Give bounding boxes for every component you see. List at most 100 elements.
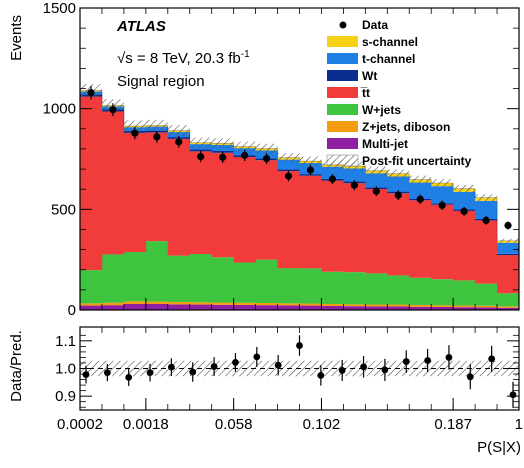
bar-t-channel-12 [343, 168, 366, 182]
bar-w-jets-11 [321, 271, 344, 304]
ratio-point-16 [424, 357, 431, 364]
bar-multi-jet-12 [343, 306, 366, 310]
x-tick-label-5: 1 [515, 416, 523, 433]
bar-w-jets-19 [497, 293, 520, 307]
legend-swatch-wt [327, 70, 358, 81]
uncertainty-bin-19 [497, 238, 519, 243]
bar-multi-jet-10 [299, 305, 322, 310]
bar-multi-jet-7 [233, 304, 256, 310]
bar-z-jets-diboson-19 [497, 306, 520, 308]
ratio-point-10 [296, 342, 303, 349]
bar-multi-jet-17 [453, 307, 476, 310]
bar-t-channel-13 [365, 173, 388, 188]
bar-z-jets-diboson-4 [167, 301, 191, 305]
legend-swatch-s-channel [327, 36, 358, 47]
bar-z-jets-diboson-14 [387, 304, 410, 307]
data-points [87, 85, 512, 230]
bar-multi-jet-11 [321, 305, 344, 310]
bar-w-jets-10 [299, 268, 322, 304]
uncertainty-bin-6 [211, 138, 234, 149]
bar-multi-jet-14 [387, 306, 410, 310]
bar-t-channel-16 [431, 186, 454, 204]
ratio-point-9 [274, 361, 282, 369]
bar-z-jets-diboson-11 [321, 303, 344, 306]
bar-w-jets-3 [145, 241, 169, 302]
bar-z-jets-diboson-12 [343, 304, 366, 307]
ratio-point-0 [82, 371, 90, 378]
ratio-y-tick-label-1: 1.0 [55, 361, 76, 378]
bar-t-channel-19 [497, 242, 520, 254]
bar-multi-jet-0 [80, 305, 103, 310]
legend-label-s-channel: s-channel [362, 35, 418, 49]
bar-w-jets-5 [189, 254, 212, 303]
bar-w-jets-16 [431, 279, 454, 306]
data-point-4 [175, 138, 183, 146]
bar-w-jets-12 [343, 272, 366, 305]
bar-z-jets-diboson-6 [211, 302, 234, 305]
bar-wt-19 [497, 253, 520, 256]
ratio-y-tick-label-2: 1.1 [55, 333, 76, 350]
bar-t-channel-14 [387, 176, 410, 192]
data-point-9 [284, 172, 293, 180]
legend-label-t-channel: t-channel [362, 52, 415, 66]
legend-swatch-uncertainty [326, 154, 359, 167]
x-tick-label-0: 0.0002 [57, 416, 103, 433]
data-point-12 [350, 181, 358, 189]
bar-t-t-12 [343, 183, 366, 273]
bar-multi-jet-1 [101, 305, 125, 310]
x-tick-label-1: 0.0018 [123, 416, 169, 433]
ratio-point-13 [360, 363, 367, 371]
bar-z-jets-diboson-7 [233, 302, 256, 305]
bar-w-jets-8 [255, 259, 278, 303]
ratio-point-12 [338, 367, 346, 374]
legend-swatch-multi-jet [327, 138, 358, 149]
ratio-y-tick-label-0: 0.9 [55, 388, 76, 405]
legend: Data s-channel t-channel Wt t̅t W+jets Z… [326, 18, 472, 168]
ratio-point-5 [189, 368, 197, 376]
data-point-8 [262, 154, 271, 163]
bar-z-jets-diboson-1 [101, 302, 125, 306]
bar-t-channel-9 [277, 159, 300, 170]
legend-label-data: Data [362, 18, 388, 32]
uncertainty-bin-14 [387, 169, 410, 178]
bar-w-jets-14 [387, 275, 410, 305]
ratio-axes [79, 326, 520, 411]
bar-z-jets-diboson-9 [277, 303, 300, 306]
ratio-point-15 [402, 358, 410, 365]
bar-t-channel-17 [453, 191, 476, 210]
bar-t-t-6 [211, 152, 234, 258]
uncertainty-bin-3 [145, 119, 168, 131]
ratio-point-7 [232, 359, 239, 366]
ratio-point-1 [103, 369, 111, 377]
bar-t-t-16 [431, 204, 454, 280]
ratio-point-4 [168, 363, 175, 371]
ratio-point-17 [445, 354, 453, 361]
bar-w-jets-6 [211, 257, 234, 303]
bar-multi-jet-5 [189, 304, 212, 310]
bar-t-t-19 [497, 255, 520, 294]
bar-z-jets-diboson-3 [145, 301, 169, 304]
ratio-point-11 [317, 372, 325, 379]
experiment-label: ATLAS [116, 18, 166, 35]
main-axes [79, 7, 520, 311]
uncertainty-bin-15 [409, 175, 432, 184]
ratio-point-14 [381, 366, 389, 374]
data-point-5 [197, 152, 205, 161]
bar-multi-jet-13 [365, 306, 388, 310]
uncertainty-bin-2 [123, 120, 146, 132]
ratio-y-axis-label: Data/Pred. [8, 330, 25, 402]
data-point-16 [438, 201, 446, 209]
y-tick-label-1: 500 [51, 201, 76, 218]
bar-z-jets-diboson-18 [475, 305, 498, 308]
uncertainty-bin-18 [475, 194, 498, 202]
ratio-point-3 [146, 369, 154, 377]
bar-w-jets-18 [475, 283, 498, 306]
bar-z-jets-diboson-15 [409, 304, 432, 307]
region-label: Signal region [117, 73, 205, 90]
bar-t-t-9 [277, 171, 300, 269]
data-point-3 [153, 133, 161, 141]
bar-w-jets-17 [453, 280, 476, 306]
bar-t-t-13 [365, 188, 388, 274]
ratio-uncertainty-band [80, 360, 519, 377]
bar-z-jets-diboson-2 [123, 301, 147, 304]
